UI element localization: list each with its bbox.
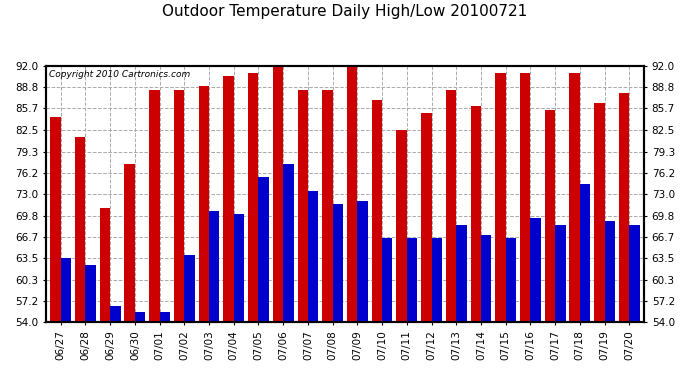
Bar: [580, 184, 590, 322]
Bar: [184, 255, 195, 322]
Bar: [619, 93, 629, 322]
Bar: [471, 106, 481, 322]
Bar: [421, 113, 431, 322]
Bar: [357, 201, 368, 322]
Bar: [555, 225, 566, 322]
Bar: [86, 265, 96, 322]
Bar: [209, 211, 219, 322]
Bar: [234, 214, 244, 322]
Bar: [135, 312, 146, 322]
Text: Outdoor Temperature Daily High/Low 20100721: Outdoor Temperature Daily High/Low 20100…: [162, 4, 528, 19]
Bar: [372, 100, 382, 322]
Text: Copyright 2010 Cartronics.com: Copyright 2010 Cartronics.com: [49, 70, 190, 79]
Bar: [322, 90, 333, 322]
Bar: [481, 235, 491, 322]
Bar: [531, 218, 541, 322]
Bar: [100, 208, 110, 322]
Bar: [124, 164, 135, 322]
Bar: [297, 90, 308, 322]
Bar: [629, 225, 640, 322]
Bar: [149, 90, 159, 322]
Bar: [397, 130, 407, 322]
Bar: [283, 164, 293, 322]
Bar: [544, 110, 555, 322]
Bar: [446, 90, 456, 322]
Bar: [159, 312, 170, 322]
Bar: [50, 117, 61, 322]
Bar: [259, 177, 269, 322]
Bar: [273, 63, 283, 322]
Bar: [224, 76, 234, 322]
Bar: [604, 221, 615, 322]
Bar: [75, 137, 86, 322]
Bar: [382, 238, 393, 322]
Bar: [174, 90, 184, 322]
Bar: [495, 73, 506, 322]
Bar: [431, 238, 442, 322]
Bar: [308, 191, 318, 322]
Bar: [569, 73, 580, 322]
Bar: [520, 73, 531, 322]
Bar: [594, 103, 604, 322]
Bar: [199, 86, 209, 322]
Bar: [110, 306, 121, 322]
Bar: [61, 258, 71, 322]
Bar: [248, 73, 259, 322]
Bar: [456, 225, 466, 322]
Bar: [407, 238, 417, 322]
Bar: [347, 63, 357, 322]
Bar: [506, 238, 516, 322]
Bar: [333, 204, 343, 322]
